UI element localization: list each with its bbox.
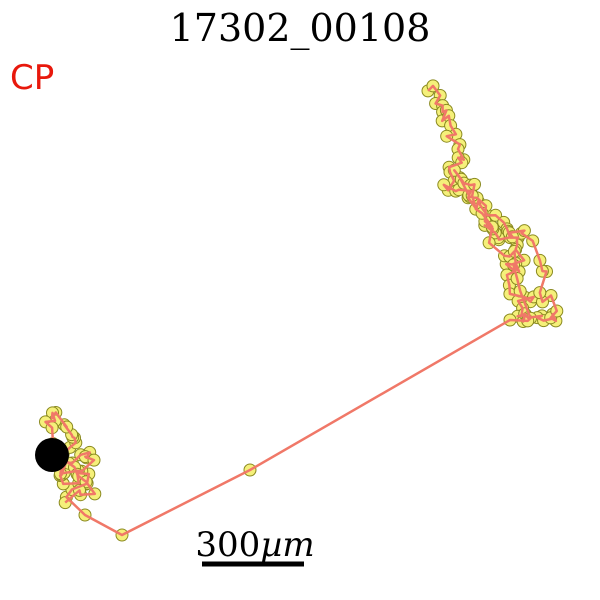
track-line: [44, 84, 559, 537]
scale-bar-value: 300: [195, 525, 261, 565]
cell-track: [39, 79, 564, 542]
figure-title: 17302_00108: [169, 6, 431, 50]
start-blob: [35, 438, 69, 472]
condition-label: CP: [10, 58, 55, 98]
scale-bar-unit: µm: [260, 525, 315, 565]
scale-bar-label: 300µm: [180, 525, 330, 565]
